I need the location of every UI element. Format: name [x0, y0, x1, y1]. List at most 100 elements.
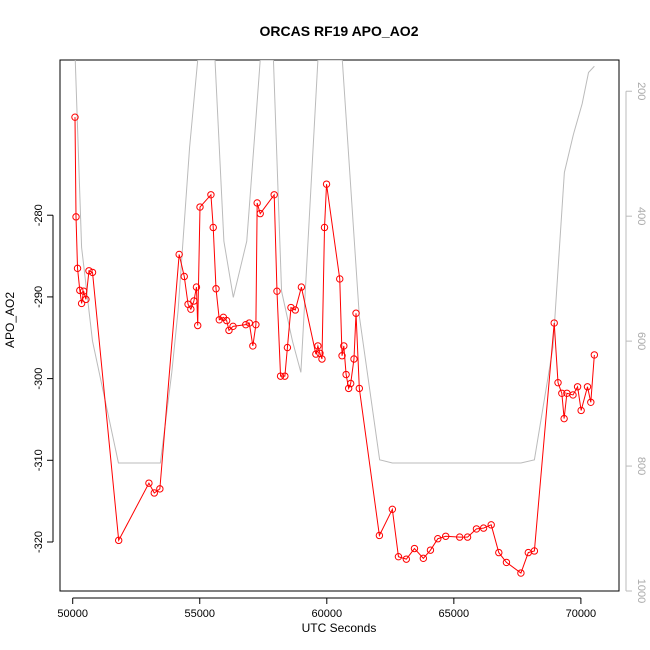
data-point — [79, 287, 88, 295]
chart-title: ORCAS RF19 APO_AO2 — [260, 23, 419, 39]
data-point — [517, 569, 525, 577]
data-point — [394, 552, 403, 561]
plot-area-frame — [59, 59, 620, 592]
data-point — [563, 389, 571, 397]
data-point — [212, 285, 220, 293]
data-point — [314, 342, 322, 350]
y-tick-label: -300 — [33, 368, 45, 390]
data-point — [252, 320, 260, 329]
data-point — [85, 267, 93, 275]
secondary-series-line — [74, 60, 595, 464]
data-point — [77, 299, 86, 308]
data-point — [352, 309, 360, 317]
data-point — [587, 398, 595, 406]
data-point — [472, 525, 481, 533]
y-axis-label: APO_AO2 — [3, 292, 17, 348]
data-point — [249, 342, 257, 350]
data-point — [346, 379, 355, 388]
data-point — [577, 406, 585, 415]
data-point — [569, 391, 577, 399]
data-point — [318, 355, 326, 363]
primary-series-line — [74, 117, 595, 574]
data-point — [402, 555, 411, 563]
x-tick-label: 50000 — [57, 608, 88, 620]
data-point — [573, 383, 582, 391]
data-point — [502, 558, 511, 567]
data-point — [225, 326, 233, 335]
data-point — [355, 384, 364, 393]
series-layer — [71, 60, 599, 577]
data-point — [336, 275, 344, 283]
data-point — [270, 191, 278, 199]
data-point — [156, 485, 164, 493]
axes-layer: 50000 55000 60000 65000 70000 -320 -310 -300 -29… — [33, 82, 647, 620]
data-point — [419, 554, 428, 563]
data-point — [487, 521, 495, 529]
data-point — [187, 305, 195, 313]
y2-tick-label: 600 — [635, 332, 647, 350]
data-point — [590, 351, 599, 359]
data-point — [340, 342, 348, 350]
data-point — [150, 489, 158, 497]
data-point — [229, 322, 237, 331]
data-point — [312, 350, 320, 358]
y-tick-label: -320 — [33, 531, 45, 553]
data-point — [196, 203, 204, 211]
data-point — [281, 372, 289, 380]
x-tick-label: 65000 — [439, 608, 470, 620]
data-point — [530, 547, 539, 555]
data-point — [495, 548, 503, 557]
data-point — [442, 532, 450, 540]
data-point — [190, 297, 198, 305]
data-point — [434, 535, 442, 543]
data-point — [215, 316, 224, 324]
data-point — [388, 505, 397, 514]
x-tick-label: 55000 — [184, 608, 215, 620]
data-point — [175, 250, 183, 259]
data-point — [524, 548, 532, 557]
data-point — [145, 479, 153, 487]
x-axis-label: UTC Seconds — [302, 621, 377, 635]
data-point — [560, 414, 568, 423]
data-point — [283, 343, 292, 352]
data-point — [114, 536, 123, 545]
data-point — [342, 370, 350, 379]
data-point — [76, 286, 84, 295]
data-point — [253, 199, 261, 207]
x-tick-label: 70000 — [566, 608, 597, 620]
data-point — [256, 209, 264, 218]
data-point — [479, 524, 488, 532]
data-point — [558, 389, 566, 397]
data-point — [287, 303, 295, 312]
data-point — [194, 321, 202, 330]
y-tick-label: -290 — [33, 286, 45, 308]
data-point — [426, 546, 435, 554]
data-point — [273, 287, 281, 295]
data-point — [554, 378, 562, 387]
data-point — [350, 355, 358, 363]
data-point — [375, 531, 384, 540]
y2-tick-label: 800 — [635, 457, 647, 475]
data-point — [550, 319, 558, 327]
data-point — [88, 268, 97, 277]
data-point — [276, 372, 285, 380]
data-point — [71, 113, 79, 121]
data-point — [463, 533, 472, 541]
data-point — [455, 533, 464, 541]
data-point — [338, 352, 346, 360]
data-point — [192, 283, 201, 291]
y2-tick-label: 200 — [635, 82, 647, 100]
data-point — [322, 180, 331, 188]
data-point — [82, 295, 90, 304]
data-point — [180, 272, 188, 281]
data-point — [344, 384, 353, 393]
data-point — [410, 544, 419, 553]
data-point — [222, 316, 231, 325]
data-point — [72, 213, 80, 221]
data-point — [245, 319, 254, 327]
x-tick-label: 60000 — [311, 608, 342, 620]
data-point — [207, 191, 215, 199]
data-point — [291, 306, 299, 314]
y-tick-label: -310 — [33, 449, 45, 471]
